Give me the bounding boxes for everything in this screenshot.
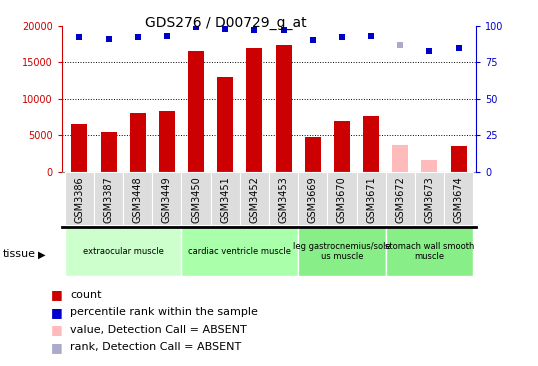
Text: GSM3448: GSM3448 <box>133 176 143 223</box>
Bar <box>363 116 379 172</box>
Text: GSM3670: GSM3670 <box>337 176 347 223</box>
Text: ▶: ▶ <box>38 249 45 259</box>
Bar <box>269 172 298 225</box>
Text: GSM3452: GSM3452 <box>250 176 259 223</box>
Bar <box>298 227 386 276</box>
Bar <box>123 172 152 225</box>
Bar <box>211 172 240 225</box>
Text: GSM3450: GSM3450 <box>191 176 201 223</box>
Text: ■: ■ <box>51 288 63 301</box>
Bar <box>101 132 117 172</box>
Text: GSM3453: GSM3453 <box>279 176 288 223</box>
Bar <box>444 172 473 225</box>
Text: cardiac ventricle muscle: cardiac ventricle muscle <box>188 247 291 256</box>
Text: percentile rank within the sample: percentile rank within the sample <box>70 307 258 317</box>
Bar <box>130 113 146 172</box>
Bar <box>181 172 211 225</box>
Text: value, Detection Call = ABSENT: value, Detection Call = ABSENT <box>70 325 247 335</box>
Bar <box>65 172 94 225</box>
Text: leg gastrocnemius/sole
us muscle: leg gastrocnemius/sole us muscle <box>293 242 391 261</box>
Text: GSM3387: GSM3387 <box>103 176 114 223</box>
Bar <box>246 48 263 172</box>
Bar <box>298 172 327 225</box>
Bar <box>392 145 408 172</box>
Text: ■: ■ <box>51 306 63 319</box>
Text: ■: ■ <box>51 341 63 354</box>
Text: GSM3386: GSM3386 <box>74 176 84 223</box>
Text: GDS276 / D00729_g_at: GDS276 / D00729_g_at <box>145 16 307 30</box>
Bar <box>386 227 473 276</box>
Text: GSM3451: GSM3451 <box>220 176 230 223</box>
Text: GSM3672: GSM3672 <box>395 176 405 223</box>
Bar <box>181 227 298 276</box>
Text: extraocular muscle: extraocular muscle <box>83 247 164 256</box>
Text: tissue: tissue <box>3 249 36 259</box>
Bar <box>275 45 292 172</box>
Bar <box>357 172 386 225</box>
Text: GSM3671: GSM3671 <box>366 176 376 223</box>
Bar <box>217 77 233 172</box>
Text: GSM3674: GSM3674 <box>454 176 464 223</box>
Text: GSM3449: GSM3449 <box>162 176 172 223</box>
Bar <box>327 172 357 225</box>
Bar <box>72 124 87 172</box>
Text: count: count <box>70 290 102 300</box>
Text: GSM3673: GSM3673 <box>424 176 435 223</box>
Text: ■: ■ <box>51 323 63 336</box>
Bar <box>94 172 123 225</box>
Text: GSM3669: GSM3669 <box>308 176 318 223</box>
Bar <box>386 172 415 225</box>
Bar <box>421 160 437 172</box>
Bar <box>334 121 350 172</box>
Bar <box>451 146 466 172</box>
Bar <box>240 172 269 225</box>
Bar <box>159 111 175 172</box>
Bar <box>152 172 181 225</box>
Bar <box>415 172 444 225</box>
Bar <box>188 51 204 172</box>
Bar <box>305 137 321 172</box>
Text: stomach wall smooth
muscle: stomach wall smooth muscle <box>385 242 474 261</box>
Text: rank, Detection Call = ABSENT: rank, Detection Call = ABSENT <box>70 342 241 352</box>
Bar <box>65 227 181 276</box>
